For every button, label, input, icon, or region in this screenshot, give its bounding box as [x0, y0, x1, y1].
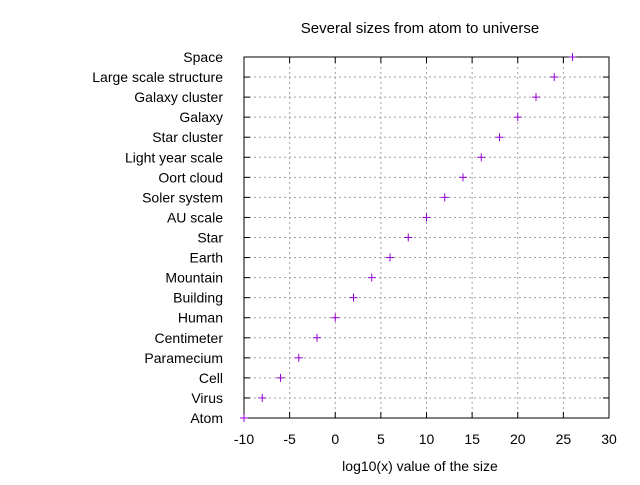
- y-tick-label: Paramecium: [144, 350, 223, 366]
- y-tick-label: Galaxy: [179, 109, 223, 125]
- data-point: [276, 373, 285, 382]
- y-tick-label: Earth: [190, 250, 223, 266]
- data-point: [404, 233, 413, 242]
- x-tick-label: -5: [283, 431, 296, 447]
- plot-frame: [243, 56, 610, 419]
- data-point: [258, 393, 267, 402]
- y-tick-labels: Atom Virus Cell Paramecium Centimeter Human Bu…: [92, 49, 223, 426]
- data-point: [532, 93, 540, 102]
- data-point: [495, 133, 504, 142]
- y-tick-label: Space: [183, 49, 223, 65]
- data-point: [331, 313, 340, 322]
- y-tick-label: Star cluster: [152, 129, 223, 145]
- x-tick-label: 25: [556, 431, 572, 447]
- y-tick-label: Atom: [190, 410, 223, 426]
- y-tick-label: Star: [197, 230, 223, 246]
- x-tick-labels: -10 -5 0 5 10 15 20 25 30: [234, 431, 617, 447]
- y-tick-label: AU scale: [167, 209, 223, 225]
- data-point: [550, 73, 559, 82]
- y-tick-label: Large scale structure: [92, 69, 223, 85]
- data-point: [294, 353, 303, 362]
- plot-border: [243, 56, 610, 419]
- x-tick-label: -10: [234, 431, 254, 447]
- data-point: [513, 113, 522, 122]
- x-tick-label: 5: [377, 431, 385, 447]
- y-tick-label: Mountain: [165, 270, 223, 286]
- data-point: [477, 153, 486, 162]
- y-tick-label: Human: [178, 310, 223, 326]
- data-point: [422, 213, 431, 222]
- data-points: [240, 53, 577, 422]
- data-point: [440, 193, 449, 202]
- x-axis-label: log10(x) value of the size: [342, 458, 498, 474]
- y-tick-label: Oort cloud: [158, 169, 223, 185]
- data-point: [568, 53, 577, 61]
- y-tick-label: Galaxy cluster: [134, 89, 223, 105]
- data-point: [349, 293, 358, 302]
- x-tick-label: 30: [601, 431, 617, 447]
- grid-lines: [243, 56, 610, 419]
- data-point: [459, 173, 467, 182]
- y-tick-label: Building: [173, 290, 223, 306]
- x-tick-label: 15: [464, 431, 480, 447]
- y-tick-label: Cell: [199, 370, 223, 386]
- y-tick-label: Centimeter: [155, 330, 224, 346]
- x-tick-label: 20: [510, 431, 526, 447]
- y-tick-label: Virus: [191, 390, 223, 406]
- chart-title: Several sizes from atom to universe: [301, 20, 539, 37]
- y-tick-label: Light year scale: [125, 149, 223, 165]
- data-point: [313, 333, 321, 342]
- data-point: [386, 253, 394, 262]
- x-tick-label: 0: [331, 431, 339, 447]
- data-point: [240, 414, 248, 422]
- y-tick-label: Soler system: [142, 189, 223, 205]
- data-point: [367, 273, 376, 282]
- x-tick-label: 10: [419, 431, 435, 447]
